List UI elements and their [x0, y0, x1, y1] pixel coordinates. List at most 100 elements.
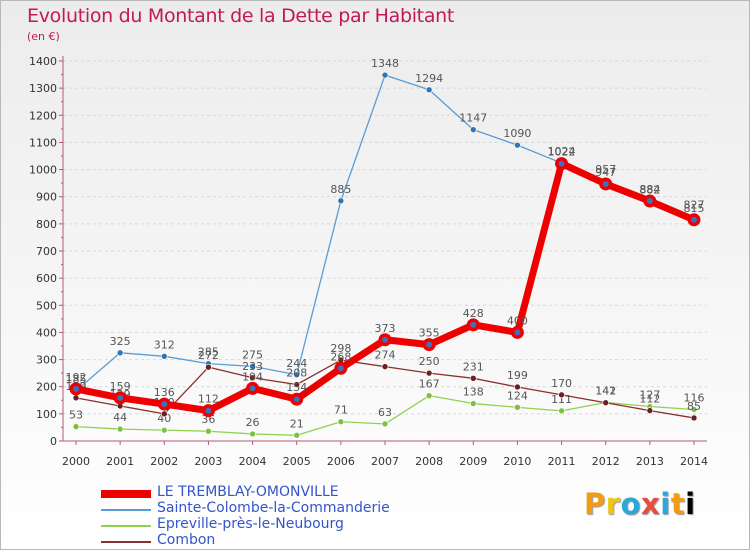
data-point: [469, 126, 477, 133]
data-point: [381, 71, 389, 79]
data-point: [425, 86, 433, 94]
data-label: 244: [286, 357, 307, 370]
data-label: 268: [330, 350, 351, 363]
legend-swatch: [101, 490, 151, 498]
data-label: 1348: [371, 57, 399, 70]
data-label: 26: [246, 416, 260, 429]
x-tick-label: 2005: [283, 455, 311, 468]
data-point: [646, 407, 654, 414]
y-tick-label: 0: [50, 435, 57, 448]
data-label: 112: [198, 393, 219, 406]
y-tick-label: 1300: [29, 82, 57, 95]
data-point: [249, 430, 256, 438]
data-label: 194: [242, 370, 263, 383]
data-label: 298: [330, 342, 351, 355]
data-point: [514, 383, 521, 391]
x-tick-label: 2003: [194, 455, 222, 468]
data-label: 85: [687, 400, 701, 413]
x-tick-label: 2013: [636, 455, 664, 468]
data-label: 250: [419, 355, 440, 368]
data-point: [293, 371, 301, 379]
data-point: [425, 392, 433, 399]
data-point: [337, 197, 345, 205]
data-label: 1022: [548, 146, 576, 159]
series-le-tremblay-omonville: 192 159 136 112 194 154 268 373 355 428 400 1022 947…: [66, 146, 705, 418]
data-label: 124: [507, 389, 528, 402]
data-label: 21: [290, 417, 304, 430]
data-point-core: [426, 341, 433, 348]
series-line: [72, 160, 698, 415]
data-point: [337, 418, 345, 426]
x-tick-label: 2001: [106, 455, 134, 468]
data-label: 947: [595, 166, 616, 179]
data-point: [558, 391, 565, 399]
data-point: [514, 141, 521, 149]
data-label: 185: [66, 373, 87, 386]
data-point: [205, 427, 212, 435]
data-label: 1294: [415, 72, 443, 85]
series-sainte-colombe-la-commanderie: 185 325 312 285 275 244 885 1348 1294 1147 1090 102…: [66, 57, 705, 395]
data-point-core: [73, 385, 79, 392]
data-label: 957: [595, 163, 616, 176]
data-point: [116, 425, 124, 433]
x-tick-label: 2008: [415, 455, 443, 468]
data-label: 136: [154, 386, 175, 399]
data-label: 63: [378, 406, 392, 419]
data-label: 400: [507, 314, 528, 327]
data-point-core: [249, 385, 256, 392]
data-point-core: [382, 336, 388, 343]
data-point: [72, 394, 80, 402]
data-label: 192: [66, 371, 87, 384]
data-point: [381, 363, 389, 370]
data-point-core: [602, 180, 609, 187]
y-tick-label: 1400: [29, 55, 57, 68]
data-point-core: [293, 396, 300, 403]
data-label: 159: [110, 380, 131, 393]
data-label: 40: [157, 412, 171, 425]
y-tick-label: 600: [36, 272, 57, 285]
data-point-core: [161, 401, 168, 408]
data-label: 355: [419, 327, 440, 340]
data-label: 208: [286, 367, 307, 380]
data-label: 1090: [503, 127, 531, 140]
data-point: [249, 363, 256, 370]
x-tick-label: 2011: [548, 455, 576, 468]
data-label: 885: [330, 183, 351, 196]
data-point-core: [646, 198, 653, 205]
x-tick-label: 2007: [371, 455, 399, 468]
y-tick-label: 500: [36, 299, 57, 312]
data-point: [249, 374, 256, 382]
x-tick-label: 2002: [150, 455, 178, 468]
data-label: 127: [639, 389, 660, 402]
data-label: 428: [463, 307, 484, 320]
data-point: [690, 406, 698, 413]
y-tick-label: 1200: [29, 109, 57, 122]
y-tick-label: 1100: [29, 136, 57, 149]
data-label: 199: [507, 369, 528, 382]
data-point-core: [691, 216, 697, 223]
data-label: 231: [463, 360, 484, 373]
data-label: 53: [69, 409, 83, 422]
x-tick-label: 2014: [680, 455, 708, 468]
data-point: [690, 414, 698, 422]
data-point-core: [558, 160, 565, 167]
data-point: [469, 400, 477, 407]
data-point: [602, 399, 610, 407]
data-label: 285: [198, 346, 219, 359]
data-point: [558, 407, 565, 415]
x-tick-label: 2009: [459, 455, 487, 468]
data-label: 275: [242, 348, 263, 361]
data-point: [160, 426, 168, 434]
data-label: 44: [113, 411, 127, 424]
data-label: 272: [198, 349, 219, 362]
data-label: 312: [154, 338, 175, 351]
legend-label: LE TREMBLAY-OMONVILLE: [157, 484, 339, 500]
legend-swatch: [101, 541, 151, 543]
data-point-core: [205, 407, 212, 414]
y-tick-label: 400: [36, 326, 57, 339]
data-label: 138: [463, 386, 484, 399]
data-label: 1147: [459, 112, 487, 125]
data-point-core: [514, 329, 521, 336]
